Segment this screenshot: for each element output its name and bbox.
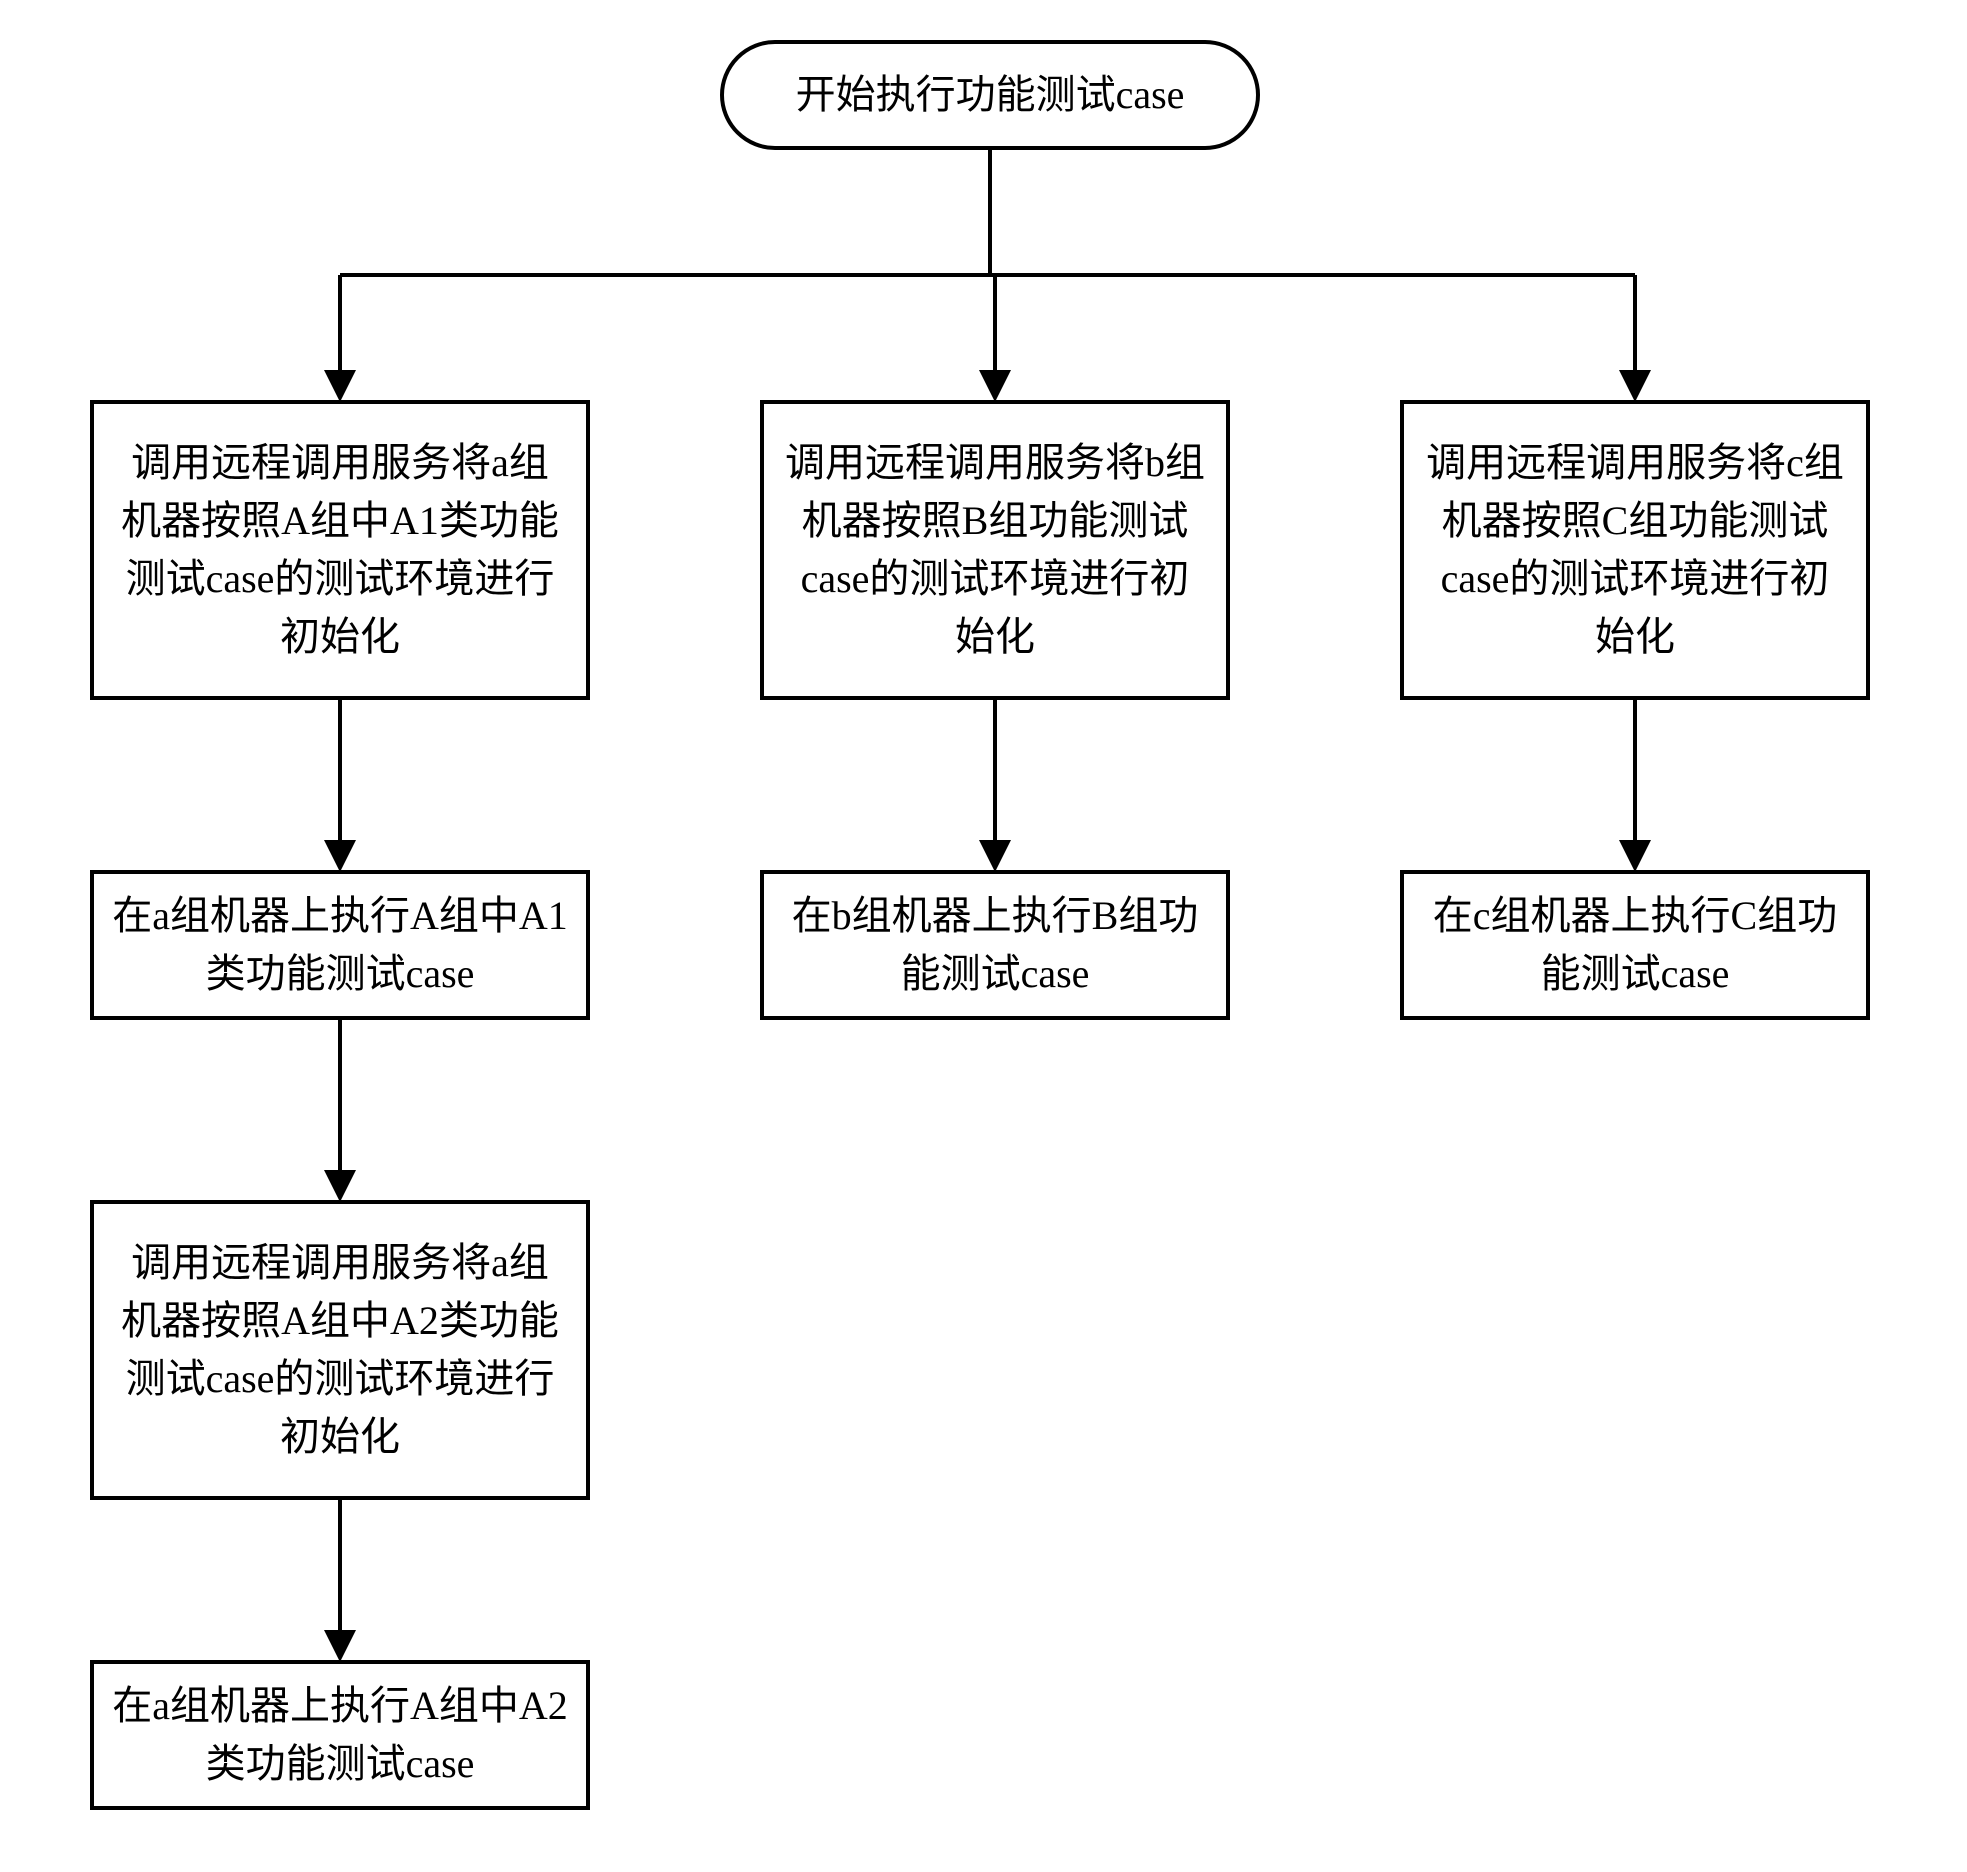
- flowchart-node-label: 调用远程调用服务将a组机器按照A组中A2类功能测试case的测试环境进行初始化: [112, 1234, 568, 1466]
- flowchart-node-label: 开始执行功能测试case: [796, 66, 1185, 124]
- flowchart-node-a2_exec: 在a组机器上执行A组中A2类功能测试case: [90, 1660, 590, 1810]
- flowchart-node-label: 在b组机器上执行B组功能测试case: [782, 887, 1208, 1003]
- flowchart-node-start: 开始执行功能测试case: [720, 40, 1260, 150]
- flowchart-node-a1_exec: 在a组机器上执行A组中A1类功能测试case: [90, 870, 590, 1020]
- flowchart-node-b_exec: 在b组机器上执行B组功能测试case: [760, 870, 1230, 1020]
- flowchart-node-b_init: 调用远程调用服务将b组机器按照B组功能测试case的测试环境进行初始化: [760, 400, 1230, 700]
- flowchart-node-label: 调用远程调用服务将c组机器按照C组功能测试case的测试环境进行初始化: [1422, 434, 1848, 666]
- flowchart-node-a1_init: 调用远程调用服务将a组机器按照A组中A1类功能测试case的测试环境进行初始化: [90, 400, 590, 700]
- flowchart-node-a2_init: 调用远程调用服务将a组机器按照A组中A2类功能测试case的测试环境进行初始化: [90, 1200, 590, 1500]
- flowchart-node-c_init: 调用远程调用服务将c组机器按照C组功能测试case的测试环境进行初始化: [1400, 400, 1870, 700]
- flowchart-node-label: 在a组机器上执行A组中A2类功能测试case: [112, 1677, 568, 1793]
- flowchart-node-label: 调用远程调用服务将b组机器按照B组功能测试case的测试环境进行初始化: [782, 434, 1208, 666]
- flowchart-canvas: 开始执行功能测试case 调用远程调用服务将a组机器按照A组中A1类功能测试cas…: [0, 0, 1967, 1872]
- flowchart-node-label: 调用远程调用服务将a组机器按照A组中A1类功能测试case的测试环境进行初始化: [112, 434, 568, 666]
- flowchart-node-label: 在a组机器上执行A组中A1类功能测试case: [112, 887, 568, 1003]
- flowchart-node-label: 在c组机器上执行C组功能测试case: [1422, 887, 1848, 1003]
- flowchart-node-c_exec: 在c组机器上执行C组功能测试case: [1400, 870, 1870, 1020]
